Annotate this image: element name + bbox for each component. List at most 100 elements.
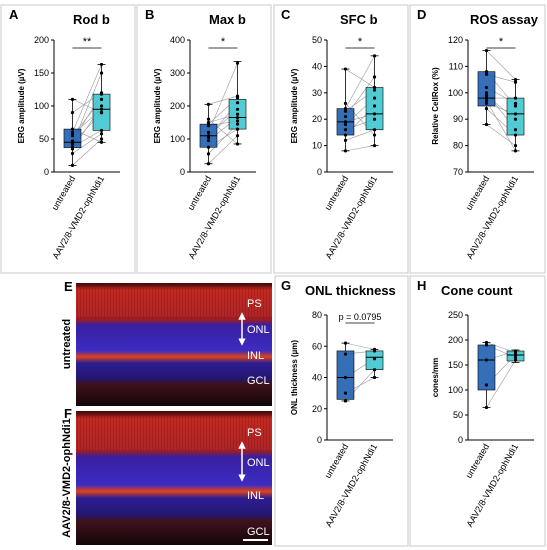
data-point xyxy=(70,127,75,131)
y-tick-label: 0 xyxy=(317,435,322,445)
data-point xyxy=(513,112,518,116)
y-axis-label: ERG amplitude (µV) xyxy=(153,68,162,143)
y-tick-label: 50 xyxy=(453,410,463,420)
y-tick-label: 200 xyxy=(448,335,463,345)
data-point xyxy=(99,97,104,101)
pair-line xyxy=(486,50,516,80)
data-point xyxy=(513,80,518,84)
category-label: untreated xyxy=(464,174,492,212)
y-tick-label: 100 xyxy=(448,385,463,395)
data-point xyxy=(372,117,377,121)
y-axis-label: ONL thickness (µm) xyxy=(290,340,299,415)
y-tick-label: 100 xyxy=(170,134,185,144)
data-point xyxy=(484,99,489,103)
pair-line xyxy=(72,138,102,166)
chart-panel-d: D ROS assay 70 80 90 100 110 120 Relative CellRo… xyxy=(409,4,546,274)
panel-letter: B xyxy=(145,7,154,22)
data-point xyxy=(372,88,377,92)
y-tick-label: 0 xyxy=(317,167,322,177)
data-point xyxy=(343,149,348,153)
data-point xyxy=(513,149,518,153)
data-point xyxy=(484,70,489,74)
y-axis-label: Relative CellRox (%) xyxy=(431,67,440,145)
data-point xyxy=(70,163,75,167)
photoreceptor-texture-f xyxy=(76,416,272,450)
data-point xyxy=(513,358,518,362)
pair-line xyxy=(345,342,375,350)
category-label: AAV2/8-VMD2-ophNdi1 xyxy=(50,174,106,261)
y-tick-label: 50 xyxy=(39,134,49,144)
box-untreated xyxy=(477,344,496,391)
data-point xyxy=(343,133,348,137)
category-label: untreated xyxy=(323,442,351,480)
category-label: untreated xyxy=(464,442,492,480)
chart-title: Max b xyxy=(209,12,246,27)
data-point xyxy=(206,139,211,143)
layer-label-gcl-e: GCL xyxy=(247,375,270,387)
pair-line xyxy=(345,68,375,88)
data-point xyxy=(343,391,348,395)
chart-title: SFC b xyxy=(340,12,378,27)
data-point xyxy=(513,133,518,137)
data-point xyxy=(343,341,348,345)
data-point xyxy=(235,115,240,120)
y-tick-label: 150 xyxy=(34,68,49,78)
pair-line xyxy=(72,133,102,154)
pair-line xyxy=(486,359,516,408)
data-point xyxy=(513,144,518,148)
chart-title: ONL thickness xyxy=(305,283,396,298)
data-point xyxy=(484,101,489,105)
data-point xyxy=(235,134,240,138)
significance-label: ** xyxy=(83,36,92,48)
image-panel-e: E untreated PS ONL INL GCL xyxy=(61,279,272,406)
y-tick-label: 50 xyxy=(312,35,322,45)
data-point xyxy=(70,111,75,115)
significance-label: * xyxy=(499,36,504,48)
data-point xyxy=(70,139,75,143)
layer-label-onl-e: ONL xyxy=(247,324,270,336)
data-point xyxy=(235,142,240,146)
side-label-treated: AAV2/8-VMD2-ophNdi1 xyxy=(61,418,73,538)
y-tick-label: 20 xyxy=(312,114,322,124)
data-point xyxy=(99,132,104,136)
data-point xyxy=(372,85,377,90)
data-point xyxy=(70,97,75,101)
data-point xyxy=(99,128,104,133)
data-point xyxy=(372,347,377,351)
data-point xyxy=(372,128,377,132)
data-point xyxy=(343,122,348,127)
data-point xyxy=(99,140,104,144)
data-point xyxy=(343,107,348,111)
panel-frame xyxy=(273,4,409,274)
layer-label-onl-f: ONL xyxy=(247,457,270,469)
y-tick-label: 10 xyxy=(312,141,322,151)
data-point xyxy=(343,399,348,403)
data-point xyxy=(99,104,104,108)
data-point xyxy=(70,145,75,149)
data-point xyxy=(513,101,518,105)
y-tick-label: 0 xyxy=(44,167,49,177)
data-point xyxy=(372,357,377,361)
data-point xyxy=(484,383,489,387)
y-tick-label: 200 xyxy=(34,35,49,45)
category-label: untreated xyxy=(50,174,78,212)
data-point xyxy=(206,162,211,166)
data-point xyxy=(206,134,211,138)
y-tick-label: 110 xyxy=(449,61,463,71)
data-point xyxy=(484,358,489,362)
data-point xyxy=(513,353,518,357)
chart-panel-a: A Rod b 0 50 100 150 200 ERG amplitude (µV) ** un… xyxy=(0,4,136,274)
y-tick-label: 100 xyxy=(448,88,463,98)
panel-letter: A xyxy=(9,7,19,22)
data-point xyxy=(343,114,348,119)
data-point xyxy=(484,91,489,95)
data-point xyxy=(484,340,489,345)
y-tick-label: 300 xyxy=(170,68,185,78)
data-point xyxy=(343,138,348,142)
y-tick-label: 80 xyxy=(312,310,322,320)
data-point xyxy=(343,375,348,380)
pair-line xyxy=(345,129,375,141)
y-tick-label: 400 xyxy=(170,35,185,45)
data-point xyxy=(484,405,489,410)
data-point xyxy=(372,104,377,108)
